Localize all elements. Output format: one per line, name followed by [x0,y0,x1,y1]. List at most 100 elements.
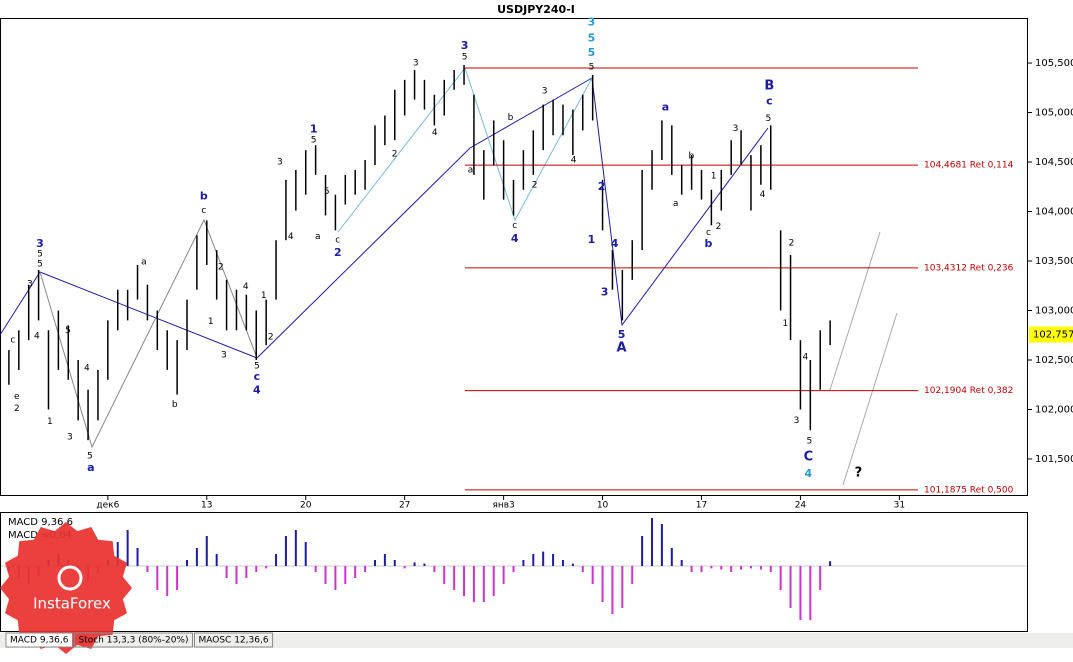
wave-label: 2 [268,333,274,343]
wave-label: 2 [392,150,398,160]
wave-label: 1 [208,317,214,327]
wave-label: 3 [542,86,548,96]
main-frame [0,18,1028,496]
wave-label: 5 [588,46,596,59]
wave-label: 5 [589,62,595,72]
wave-label: 4 [84,363,90,373]
indicator-tab[interactable]: Stoch 13,3,3 (80%-20%) [78,636,188,646]
wave-label: 3 [221,351,227,361]
x-tick-label: 13 [201,501,212,511]
level-label: 101,1875 Ret 0,500 [924,485,1014,495]
last-price-box [1029,326,1073,343]
logo-text: InstaForex [33,595,111,613]
x-tick-label: 10 [597,501,609,511]
logo-icon [57,565,83,591]
y-tick-label: 105,500 [1035,58,1073,69]
wave-label: a [662,101,669,114]
wave-label: 1 [310,122,318,135]
wave-line [337,66,593,233]
wave-label: 3 [733,124,739,134]
wave-label: 5 [806,437,812,447]
wave-label: 3 [36,237,44,250]
x-tick-label: 17 [696,501,707,511]
channel-line [829,231,881,391]
x-tick-label: дек6 [96,501,119,511]
wave-label: 5 [87,452,93,462]
wave-label: b [172,400,178,410]
y-tick-label: 101,500 [1035,454,1073,465]
macd-frame [0,512,1028,632]
wave-lines [0,66,898,486]
wave-label: 5 [311,136,317,146]
x-tick-label: 20 [300,501,312,511]
y-tick-label: 102,500 [1035,355,1073,366]
wave-label: e [14,392,20,402]
wave-label: 2 [789,239,795,249]
wave-label: a [141,257,147,267]
logo: InstaForex [0,522,132,654]
wave-label: 3 [67,433,73,443]
wave-label: c [201,206,206,216]
x-tick-label: 27 [399,501,410,511]
wave-label: 2 [532,180,538,190]
y-tick-label: 102,000 [1035,404,1073,415]
wave-label: c [706,228,711,238]
wave-label: c [254,370,261,383]
wave-label: a [468,165,474,175]
wave-label: 2 [716,222,722,232]
wave-label: 5 [254,361,260,371]
chart-title: USDJPY240-I [497,3,575,16]
wave-label: 5 [65,326,71,336]
wave-label: 5 [462,53,468,63]
wave-label: 5 [37,259,43,269]
x-tick-label: 24 [795,501,807,511]
x-tick-label: янв3 [492,501,514,511]
wave-label: 1 [588,233,596,246]
wave-label: c [10,336,15,346]
wave-label: c [335,236,340,246]
x-tick-label: 31 [894,501,905,511]
tab-border [194,632,274,648]
wave-label: 3 [601,286,609,299]
tab-border [5,632,73,648]
wave-label: 1 [47,417,53,427]
channel-line [842,312,898,486]
wave-label: 5 [37,250,43,260]
level-label: 104,4681 Ret 0,114 [924,161,1014,171]
wave-label: 4 [760,190,766,200]
wave-label: 3 [27,279,33,289]
wave-label: 4 [805,467,813,480]
wave-label: 2 [334,246,342,259]
wave-label: 5 [766,114,772,124]
level-label: 102,1904 Ret 0,382 [924,386,1013,396]
y-tick-label: 105,000 [1035,108,1073,119]
tab-bar [0,633,1073,648]
wave-label: 1 [261,291,267,301]
wave-label: 4 [803,353,809,363]
tab-border [73,632,193,648]
wave-label: 1 [711,171,717,181]
wave-line [39,218,258,449]
level-label: 103,4312 Ret 0,236 [924,263,1014,273]
y-tick-label: 103,500 [1035,256,1073,267]
wave-label: 3 [588,15,596,28]
wave-label: 4 [288,232,294,242]
wave-label: 3 [461,39,469,52]
wave-label: ? [855,465,863,480]
wave-label: 3 [794,416,800,426]
y-tick-label: 103,000 [1035,305,1073,316]
indicator-tab[interactable]: MAOSC 12,36,6 [199,636,269,646]
y-tick-label: 104,000 [1035,207,1073,218]
wave-label: 4 [432,128,438,138]
indicator-tab[interactable]: MACD 9,36,6 [10,636,69,646]
wave-label: B [764,78,774,93]
wave-label: 4 [571,156,577,166]
wave-label: 4 [34,332,40,342]
wave-label: 2 [598,180,606,193]
wave-label: A [617,341,627,356]
wave-label: 4 [253,384,261,397]
wave-label: c [512,221,517,231]
wave-label: 4 [511,232,519,245]
wave-label: b [200,190,208,203]
